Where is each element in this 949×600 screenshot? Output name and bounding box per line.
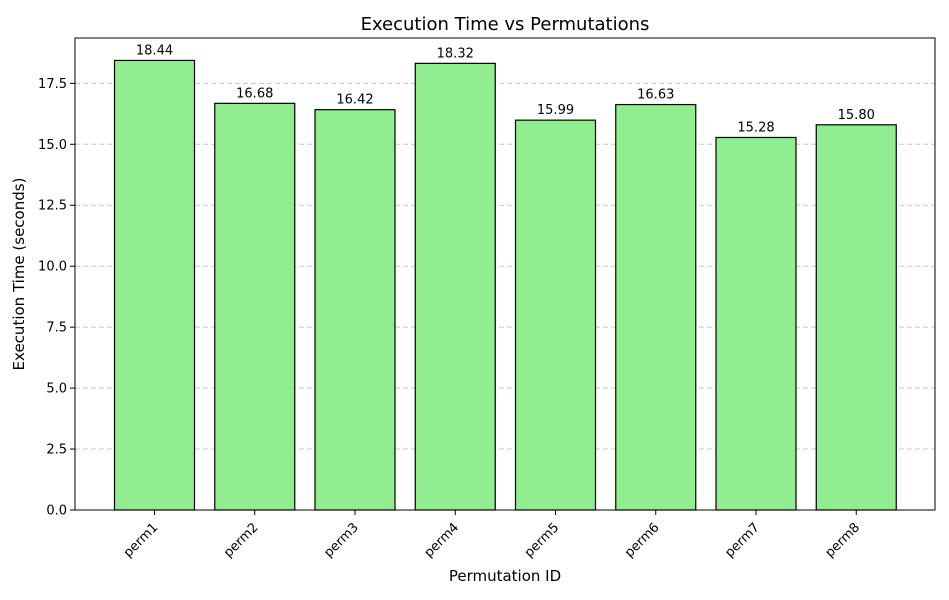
x-tick-label: perm6 — [622, 520, 663, 561]
y-tick-label: 2.5 — [46, 443, 67, 458]
bar-perm2 — [214, 102, 296, 511]
bar-perm8 — [815, 124, 897, 511]
chart-title: Execution Time vs Permutations — [361, 14, 650, 35]
y-tick-label: 12.5 — [38, 199, 67, 214]
bar-perm7 — [715, 136, 797, 511]
bar-perm4 — [414, 62, 496, 511]
data-label-perm8: 15.80 — [838, 108, 875, 123]
bar-perm1 — [113, 59, 196, 511]
y-axis-ticks: 0.0 2.5 5.0 7.5 10.0 12.5 15.0 17.5 — [38, 77, 75, 519]
data-label-perm4: 18.32 — [437, 46, 474, 61]
data-label-perm5: 15.99 — [537, 103, 574, 118]
y-tick-label: 5.0 — [46, 382, 67, 397]
y-tick-label: 10.0 — [38, 260, 67, 275]
bar-perm6 — [615, 103, 697, 511]
data-label-perm1: 18.44 — [136, 43, 173, 58]
y-tick-label: 15.0 — [38, 138, 67, 153]
y-tick-label: 0.0 — [46, 504, 67, 519]
data-label-perm7: 15.28 — [737, 120, 774, 135]
data-label-perm6: 16.63 — [637, 88, 674, 103]
x-tick-label: perm4 — [422, 520, 463, 561]
x-tick-label: perm3 — [321, 520, 362, 561]
x-tick-label: perm1 — [121, 520, 162, 561]
y-axis-label: Execution Time (seconds) — [10, 178, 28, 371]
x-axis-label: Permutation ID — [449, 567, 561, 585]
axes-frame — [74, 37, 936, 511]
y-tick-label: 17.5 — [38, 77, 67, 92]
bars — [113, 59, 897, 511]
x-axis-ticks: perm1 perm2 perm3 perm4 perm5 perm6 perm7 perm8 — [121, 510, 863, 561]
x-tick-label: perm2 — [221, 520, 262, 561]
bar-perm3 — [314, 109, 396, 511]
grid-lines — [75, 82, 935, 450]
y-tick-label: 7.5 — [46, 321, 67, 336]
data-labels: 18.44 16.68 16.42 18.32 15.99 16.63 15.28 15.80 — [136, 43, 875, 135]
x-tick-label: perm8 — [823, 520, 864, 561]
x-tick-label: perm7 — [722, 520, 763, 561]
bar-perm5 — [514, 119, 597, 511]
x-tick-label: perm5 — [522, 520, 563, 561]
data-label-perm3: 16.42 — [336, 93, 373, 108]
data-label-perm2: 16.68 — [236, 86, 273, 101]
